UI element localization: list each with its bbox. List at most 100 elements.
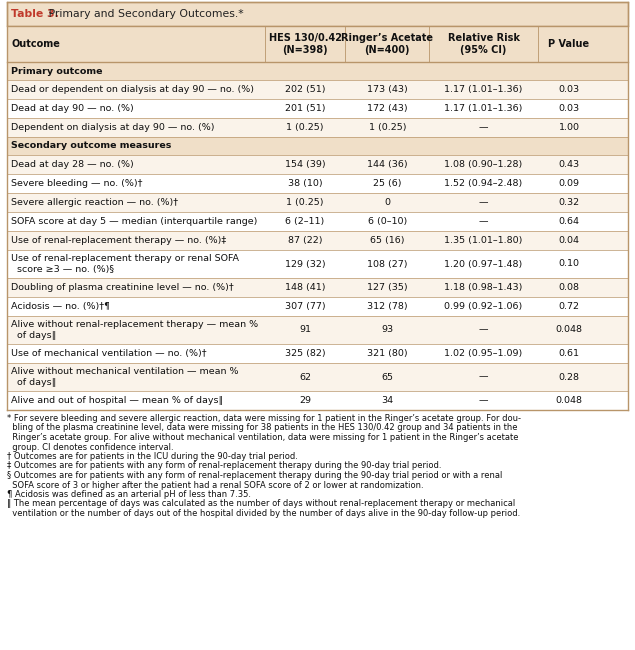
Text: 0.10: 0.10 — [559, 259, 580, 268]
Text: 0.99 (0.92–1.06): 0.99 (0.92–1.06) — [444, 302, 523, 311]
Text: 0.43: 0.43 — [558, 160, 580, 169]
Text: ¶ Acidosis was defined as an arterial pH of less than 7.35.: ¶ Acidosis was defined as an arterial pH… — [7, 490, 251, 499]
Text: Ringer’s acetate group. For alive without mechanical ventilation, data were miss: Ringer’s acetate group. For alive withou… — [7, 433, 519, 442]
Text: 1.20 (0.97–1.48): 1.20 (0.97–1.48) — [444, 259, 523, 268]
Text: 307 (77): 307 (77) — [284, 302, 325, 311]
Text: Table 3.: Table 3. — [11, 9, 59, 19]
Text: 0.08: 0.08 — [559, 283, 580, 292]
Text: Dead at day 90 — no. (%): Dead at day 90 — no. (%) — [11, 104, 134, 113]
Text: Alive without mechanical ventilation — mean %
  of days‖: Alive without mechanical ventilation — m… — [11, 367, 239, 387]
Text: Outcome: Outcome — [11, 39, 60, 49]
Bar — [7, 297, 628, 316]
Text: Primary and Secondary Outcomes.*: Primary and Secondary Outcomes.* — [45, 9, 244, 19]
Bar — [7, 80, 628, 99]
Bar — [7, 363, 628, 391]
Text: —: — — [479, 123, 488, 132]
Text: 0.04: 0.04 — [559, 236, 580, 245]
Text: * For severe bleeding and severe allergic reaction, data were missing for 1 pati: * For severe bleeding and severe allergi… — [7, 414, 521, 423]
Text: 1.18 (0.98–1.43): 1.18 (0.98–1.43) — [444, 283, 523, 292]
Text: 173 (43): 173 (43) — [367, 85, 408, 94]
Text: 1.00: 1.00 — [559, 123, 580, 132]
Text: † Outcomes are for patients in the ICU during the 90-day trial period.: † Outcomes are for patients in the ICU d… — [7, 452, 298, 461]
Text: 1.52 (0.94–2.48): 1.52 (0.94–2.48) — [444, 179, 523, 188]
Text: 1.02 (0.95–1.09): 1.02 (0.95–1.09) — [444, 349, 523, 358]
Bar — [7, 316, 628, 344]
Text: Dependent on dialysis at day 90 — no. (%): Dependent on dialysis at day 90 — no. (%… — [11, 123, 215, 132]
Bar — [7, 62, 628, 80]
Text: Dead at day 28 — no. (%): Dead at day 28 — no. (%) — [11, 160, 134, 169]
Text: 127 (35): 127 (35) — [367, 283, 408, 292]
Bar — [7, 212, 628, 231]
Text: 0.048: 0.048 — [556, 326, 582, 335]
Text: 0.61: 0.61 — [559, 349, 580, 358]
Bar — [7, 193, 628, 212]
Text: ‡ Outcomes are for patients with any form of renal-replacement therapy during th: ‡ Outcomes are for patients with any for… — [7, 462, 441, 471]
Text: bling of the plasma creatinine level, data were missing for 38 patients in the H: bling of the plasma creatinine level, da… — [7, 424, 518, 432]
Text: 0.048: 0.048 — [556, 396, 582, 405]
Text: 0.32: 0.32 — [558, 198, 580, 207]
Text: HES 130/0.42
(N=398): HES 130/0.42 (N=398) — [269, 33, 342, 55]
Text: Severe bleeding — no. (%)†: Severe bleeding — no. (%)† — [11, 179, 142, 188]
Text: 34: 34 — [381, 396, 394, 405]
Text: 154 (39): 154 (39) — [284, 160, 325, 169]
Text: ventilation or the number of days out of the hospital divided by the number of d: ventilation or the number of days out of… — [7, 509, 520, 518]
Text: 0.72: 0.72 — [559, 302, 580, 311]
Text: SOFA score of 3 or higher after the patient had a renal SOFA score of 2 or lower: SOFA score of 3 or higher after the pati… — [7, 480, 424, 489]
Bar — [7, 99, 628, 118]
Bar — [7, 391, 628, 410]
Text: 65 (16): 65 (16) — [370, 236, 404, 245]
Bar — [7, 155, 628, 174]
Text: 1.17 (1.01–1.36): 1.17 (1.01–1.36) — [444, 104, 523, 113]
Text: Severe allergic reaction — no. (%)†: Severe allergic reaction — no. (%)† — [11, 198, 178, 207]
Text: 87 (22): 87 (22) — [288, 236, 323, 245]
Text: Relative Risk
(95% CI): Relative Risk (95% CI) — [448, 33, 519, 55]
Text: 6 (2–11): 6 (2–11) — [286, 217, 324, 226]
Text: Alive and out of hospital — mean % of days‖: Alive and out of hospital — mean % of da… — [11, 396, 224, 405]
Text: 65: 65 — [382, 372, 393, 382]
Text: Alive without renal-replacement therapy — mean %
  of days‖: Alive without renal-replacement therapy … — [11, 320, 258, 340]
Text: ‖ The mean percentage of days was calculated as the number of days without renal: ‖ The mean percentage of days was calcul… — [7, 499, 515, 508]
Text: 25 (6): 25 (6) — [373, 179, 401, 188]
Bar — [7, 118, 628, 137]
Text: 1 (0.25): 1 (0.25) — [286, 123, 324, 132]
Text: Dead or dependent on dialysis at day 90 — no. (%): Dead or dependent on dialysis at day 90 … — [11, 85, 254, 94]
Text: 201 (51): 201 (51) — [285, 104, 325, 113]
Bar — [7, 137, 628, 155]
Bar — [7, 344, 628, 363]
Bar — [7, 278, 628, 297]
Text: 0.03: 0.03 — [558, 104, 580, 113]
Text: Acidosis — no. (%)†¶: Acidosis — no. (%)†¶ — [11, 302, 110, 311]
Text: group. CI denotes confidence interval.: group. CI denotes confidence interval. — [7, 443, 173, 452]
Text: 0.03: 0.03 — [558, 85, 580, 94]
Bar — [7, 2, 628, 26]
Text: 62: 62 — [299, 372, 311, 382]
Text: 0.64: 0.64 — [559, 217, 580, 226]
Text: 325 (82): 325 (82) — [284, 349, 325, 358]
Bar — [7, 26, 628, 62]
Text: SOFA score at day 5 — median (interquartile range): SOFA score at day 5 — median (interquart… — [11, 217, 257, 226]
Text: 0.28: 0.28 — [559, 372, 580, 382]
Text: —: — — [479, 217, 488, 226]
Text: § Outcomes are for patients with any form of renal-replacement therapy during th: § Outcomes are for patients with any for… — [7, 471, 502, 480]
Text: 0.09: 0.09 — [559, 179, 580, 188]
Text: Ringer’s Acetate
(N=400): Ringer’s Acetate (N=400) — [342, 33, 433, 55]
Text: Doubling of plasma creatinine level — no. (%)†: Doubling of plasma creatinine level — no… — [11, 283, 234, 292]
Text: —: — — [479, 396, 488, 405]
Text: P Value: P Value — [549, 39, 589, 49]
Text: 321 (80): 321 (80) — [367, 349, 408, 358]
Text: Use of renal-replacement therapy or renal SOFA
  score ≥3 — no. (%)§: Use of renal-replacement therapy or rena… — [11, 254, 239, 274]
Text: 1.35 (1.01–1.80): 1.35 (1.01–1.80) — [444, 236, 523, 245]
Bar — [7, 250, 628, 278]
Text: 312 (78): 312 (78) — [367, 302, 408, 311]
Text: Use of mechanical ventilation — no. (%)†: Use of mechanical ventilation — no. (%)† — [11, 349, 206, 358]
Text: Primary outcome: Primary outcome — [11, 66, 102, 75]
Text: 93: 93 — [381, 326, 394, 335]
Bar — [7, 174, 628, 193]
Text: 6 (0–10): 6 (0–10) — [368, 217, 407, 226]
Text: 172 (43): 172 (43) — [367, 104, 408, 113]
Text: 0: 0 — [384, 198, 391, 207]
Text: 1 (0.25): 1 (0.25) — [286, 198, 324, 207]
Text: 1.08 (0.90–1.28): 1.08 (0.90–1.28) — [444, 160, 523, 169]
Text: 29: 29 — [299, 396, 311, 405]
Text: 144 (36): 144 (36) — [367, 160, 408, 169]
